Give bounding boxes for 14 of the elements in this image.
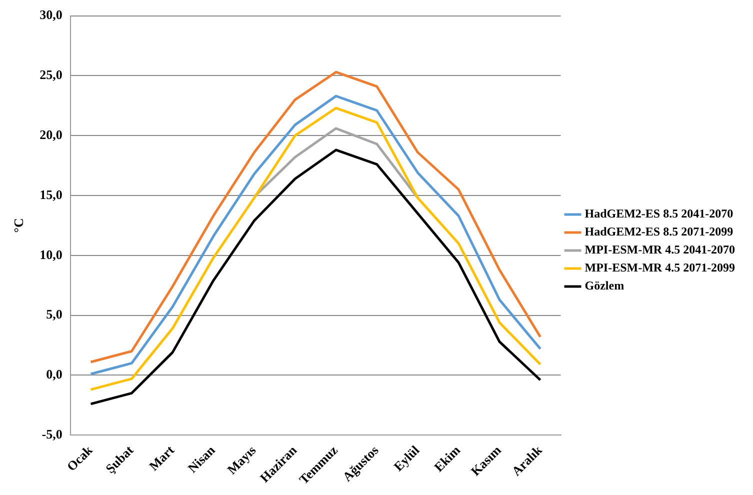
legend-label: Gözlem <box>584 278 624 293</box>
y-axis-title: °C <box>11 218 26 233</box>
legend-label: HadGEM2-ES 8.5 2071-2099 <box>584 224 734 239</box>
y-tick-label: -5,0 <box>42 426 62 442</box>
y-tick-label: 20,0 <box>40 126 62 142</box>
y-tick-label: 30,0 <box>40 7 62 22</box>
legend-label: MPI-ESM-MR 4.5 2041-2070 <box>584 242 736 257</box>
y-tick-label: 25,0 <box>40 67 62 82</box>
y-tick-label: 5,0 <box>46 306 62 322</box>
y-tick-label: 15,0 <box>40 186 62 202</box>
legend-label: MPI-ESM-MR 4.5 2071-2099 <box>584 260 736 275</box>
legend-label: HadGEM2-ES 8.5 2041-2070 <box>584 206 734 221</box>
y-tick-label: 0,0 <box>46 366 62 382</box>
y-tick-label: 10,0 <box>40 246 62 262</box>
